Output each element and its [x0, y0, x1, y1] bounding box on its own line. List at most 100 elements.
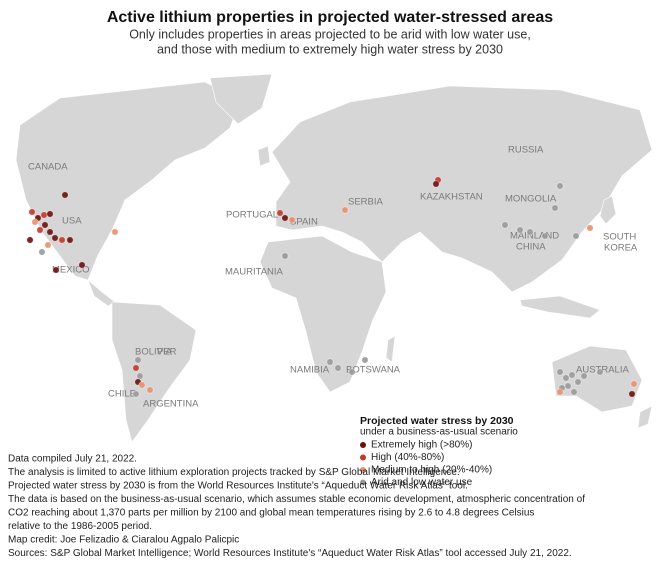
property-dot	[564, 382, 572, 390]
world-map	[15, 73, 653, 443]
property-dot	[28, 208, 36, 216]
country-label: MEXICO	[52, 265, 89, 276]
note: Projected water stress by 2030 is from t…	[8, 481, 468, 492]
country-label: CANADA	[28, 162, 68, 173]
property-dot	[132, 364, 140, 372]
subtitle: Only includes properties in areas projec…	[129, 27, 531, 41]
property-dot	[44, 241, 52, 249]
property-dot	[556, 368, 564, 376]
property-dot	[541, 232, 549, 240]
property-dot	[574, 378, 582, 386]
property-dot	[596, 368, 604, 376]
property-dot	[628, 390, 636, 398]
property-dot	[516, 226, 524, 234]
property-dot	[501, 221, 509, 229]
country-label: CHILE	[108, 389, 136, 400]
property-dot	[630, 380, 638, 388]
country-label: BOLIVIA	[135, 347, 173, 358]
property-dot	[136, 372, 144, 380]
land	[599, 195, 617, 225]
land	[257, 145, 271, 167]
land	[385, 335, 396, 363]
legend-label: Extremely high (>80%)	[371, 440, 472, 451]
property-dot	[66, 236, 74, 244]
property-dot	[132, 390, 140, 398]
note: relative to the 1986-2005 period.	[8, 521, 152, 532]
property-dot	[40, 211, 48, 219]
property-dot	[326, 358, 334, 366]
land	[271, 85, 653, 293]
legend-subtitle: under a business-as-usual scenario	[360, 427, 518, 438]
property-dot	[46, 228, 54, 236]
land	[259, 235, 387, 393]
property-dot	[31, 218, 39, 226]
property-dot	[26, 236, 34, 244]
land	[209, 73, 273, 125]
property-dot	[288, 216, 296, 224]
property-dot	[38, 248, 46, 256]
country-label: MAINLAND	[510, 231, 559, 242]
legend-swatch	[360, 442, 366, 448]
country-label: SOUTH	[603, 232, 636, 243]
note: The analysis is limited to active lithiu…	[8, 467, 460, 478]
property-dot	[281, 252, 289, 260]
country-label: ARGENTINA	[143, 399, 199, 410]
country-label: PORTUGAL	[226, 210, 278, 221]
property-dot	[52, 266, 60, 274]
property-dot	[61, 191, 69, 199]
land	[551, 345, 643, 413]
property-dot	[281, 214, 289, 222]
legend-label: Arid and low water use	[371, 477, 473, 488]
property-dot	[41, 221, 49, 229]
legend-title: Projected water stress by 2030	[360, 415, 514, 427]
country-label: PER	[157, 347, 177, 358]
property-dot	[341, 206, 349, 214]
property-dot	[36, 226, 44, 234]
country-label: MONGOLIA	[505, 194, 557, 205]
legend-label: Medium to high (20%-40%)	[371, 465, 492, 476]
country-label: KOREA	[604, 243, 638, 254]
property-dot	[568, 371, 576, 379]
country-label: USA	[62, 216, 82, 227]
note: The data is based on the business-as-usu…	[8, 494, 585, 505]
legend-swatch	[360, 454, 366, 461]
property-dot	[562, 374, 570, 382]
property-dot	[111, 228, 119, 236]
title: Active lithium properties in projected w…	[107, 9, 553, 26]
property-dot	[78, 261, 86, 269]
country-label: MAURITANIA	[225, 267, 284, 278]
property-dot	[570, 388, 578, 396]
country-label: SPAIN	[290, 217, 318, 228]
property-dot	[572, 232, 580, 240]
country-label: RUSSIA	[508, 145, 544, 156]
note: Sources: S&P Global Market Intelligence;…	[8, 548, 572, 559]
legend-label: High (40%-80%)	[371, 452, 444, 463]
property-dot	[58, 236, 66, 244]
property-dot	[526, 228, 534, 236]
property-dot	[276, 209, 284, 217]
property-dot	[146, 386, 154, 394]
property-dot	[138, 381, 146, 389]
property-dot	[551, 204, 559, 212]
land	[111, 301, 197, 443]
country-label: CHINA	[516, 242, 546, 253]
property-dot	[334, 364, 342, 372]
land	[87, 279, 116, 307]
land	[519, 295, 601, 319]
property-dot	[134, 356, 142, 364]
land	[15, 81, 241, 281]
legend-swatch	[360, 479, 366, 486]
property-dot	[51, 234, 59, 242]
land	[637, 405, 653, 429]
property-dot	[348, 368, 356, 376]
country-label: BOTSWANA	[346, 365, 401, 376]
country-label: NAMIBIA	[290, 365, 330, 376]
note: Data compiled July 21, 2022.	[8, 454, 137, 465]
property-dot	[46, 210, 54, 218]
property-dot	[432, 180, 440, 188]
property-dot	[556, 388, 564, 396]
subtitle: and those with medium to extremely high …	[157, 42, 503, 56]
property-dot	[580, 372, 588, 380]
